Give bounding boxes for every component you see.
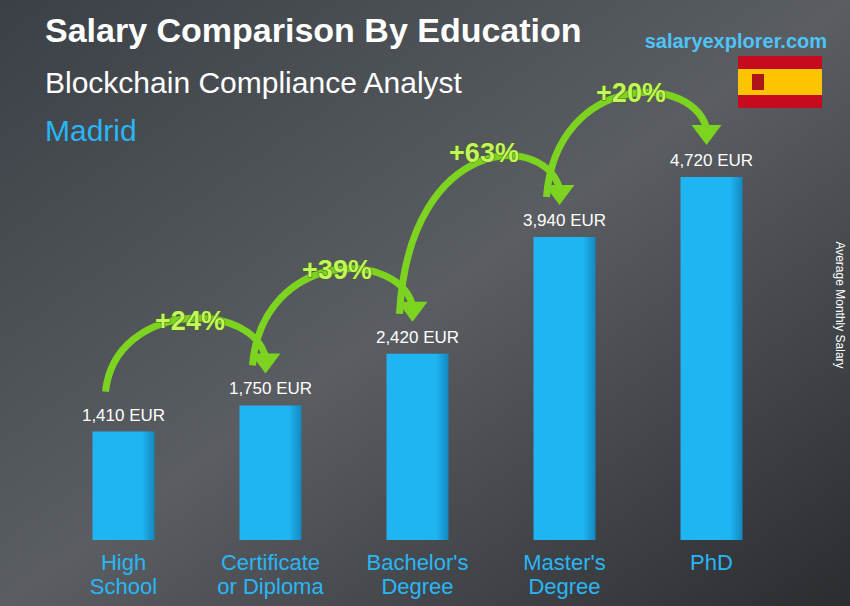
svg-text:Salary Comparison By Education: Salary Comparison By Education — [45, 11, 582, 49]
svg-text:Degree: Degree — [381, 574, 453, 599]
svg-text:3,940 EUR: 3,940 EUR — [523, 211, 606, 230]
svg-text:Degree: Degree — [528, 574, 600, 599]
svg-text:Certificate: Certificate — [221, 550, 320, 575]
svg-text:PhD: PhD — [690, 550, 733, 575]
svg-text:+24%: +24% — [155, 306, 225, 336]
svg-text:Average Monthly Salary: Average Monthly Salary — [833, 241, 847, 368]
svg-text:1,750 EUR: 1,750 EUR — [229, 379, 312, 398]
svg-text:High: High — [101, 550, 146, 575]
svg-text:2,420 EUR: 2,420 EUR — [376, 328, 459, 347]
svg-text:+63%: +63% — [449, 138, 519, 168]
svg-text:4,720 EUR: 4,720 EUR — [670, 151, 753, 170]
svg-text:1,410 EUR: 1,410 EUR — [82, 406, 165, 425]
svg-text:+39%: +39% — [302, 255, 372, 285]
svg-text:+20%: +20% — [596, 78, 666, 108]
svg-text:or Diploma: or Diploma — [217, 574, 324, 599]
svg-text:Blockchain Compliance Analyst: Blockchain Compliance Analyst — [45, 66, 463, 99]
svg-text:Madrid: Madrid — [45, 114, 137, 147]
svg-text:School: School — [90, 574, 157, 599]
svg-text:salaryexplorer.com: salaryexplorer.com — [645, 30, 827, 52]
svg-text:Master's: Master's — [523, 550, 605, 575]
svg-text:Bachelor's: Bachelor's — [366, 550, 468, 575]
